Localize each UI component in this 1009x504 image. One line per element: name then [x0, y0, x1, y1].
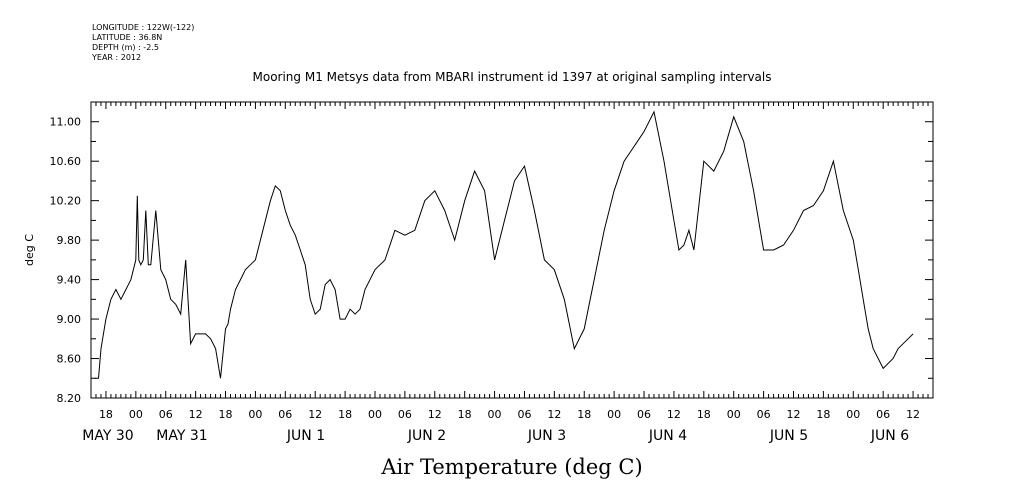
- x-tick-label: 06: [637, 408, 651, 421]
- x-tick-label: 00: [607, 408, 621, 421]
- x-tick-label: 12: [189, 408, 203, 421]
- day-label: MAY 30: [82, 428, 133, 444]
- minor-ticks: [90, 102, 934, 398]
- x-tick-label: 18: [577, 408, 591, 421]
- x-tick-label: 06: [398, 408, 412, 421]
- plot-frame: [90, 101, 934, 399]
- y-tick-label: 11.00: [50, 116, 82, 129]
- series-line-air-temperature: [95, 110, 914, 379]
- x-tick-label: 12: [308, 408, 322, 421]
- x-axis: 18 00 06 12 18 00 06 12 18 00 06 12 18 00 06 12 18 00 06 12…: [99, 408, 920, 421]
- day-label: JUN 6: [870, 428, 909, 444]
- x-tick-label: 06: [757, 408, 771, 421]
- day-label: JUN 5: [769, 428, 808, 444]
- x-tick-label: 12: [906, 408, 920, 421]
- chart-title: Mooring M1 Metsys data from MBARI instru…: [253, 70, 772, 84]
- x-tick-label: 18: [338, 408, 352, 421]
- x-tick-label: 18: [697, 408, 711, 421]
- day-label: JUN 3: [527, 428, 566, 444]
- x-tick-label: 06: [159, 408, 173, 421]
- day-label: JUN 2: [407, 428, 446, 444]
- x-tick-label: 18: [219, 408, 233, 421]
- header-meta: LONGITUDE : 122W(-122) LATITUDE : 36.8N …: [91, 23, 194, 62]
- x-tick-label: 00: [368, 408, 382, 421]
- x-tick-label: 18: [458, 408, 472, 421]
- y-tick-label: 10.60: [50, 155, 82, 168]
- x-tick-label: 00: [248, 408, 262, 421]
- day-labels: MAY 30 MAY 31 JUN 1 JUN 2 JUN 3 JUN 4 JUN 5 JUN…: [82, 428, 909, 444]
- day-label: JUN 1: [286, 428, 325, 444]
- y-tick-label: 10.20: [50, 195, 82, 208]
- x-tick-label: 00: [129, 408, 143, 421]
- x-tick-label: 12: [667, 408, 681, 421]
- y-tick-label: 8.20: [57, 392, 82, 405]
- y-tick-label: 8.60: [57, 353, 82, 366]
- y-axis-label: deg C: [23, 234, 36, 266]
- x-tick-label: 00: [846, 408, 860, 421]
- x-tick-label: 12: [428, 408, 442, 421]
- x-tick-label: 18: [99, 408, 113, 421]
- day-label: MAY 31: [156, 428, 207, 444]
- x-tick-label: 00: [727, 408, 741, 421]
- meta-line-longitude: LONGITUDE : 122W(-122): [92, 23, 194, 32]
- x-tick-label: 12: [547, 408, 561, 421]
- x-tick-label: 12: [786, 408, 800, 421]
- x-axis-label: Air Temperature (deg C): [380, 455, 642, 479]
- x-tick-label: 06: [278, 408, 292, 421]
- meta-line-depth: DEPTH (m) : -2.5: [92, 43, 159, 52]
- x-tick-label: 06: [876, 408, 890, 421]
- x-tick-label: 18: [816, 408, 830, 421]
- x-tick-label: 06: [517, 408, 531, 421]
- meta-line-year: YEAR : 2012: [91, 53, 141, 62]
- x-tick-label: 00: [488, 408, 502, 421]
- y-tick-label: 9.00: [57, 313, 82, 326]
- y-tick-label: 9.80: [57, 234, 82, 247]
- y-axis: 8.20 8.60 9.00 9.40 9.80 10.20 10.60 11.00: [50, 116, 933, 405]
- day-label: JUN 4: [648, 428, 687, 444]
- meta-line-latitude: LATITUDE : 36.8N: [92, 33, 162, 42]
- y-tick-label: 9.40: [57, 274, 82, 287]
